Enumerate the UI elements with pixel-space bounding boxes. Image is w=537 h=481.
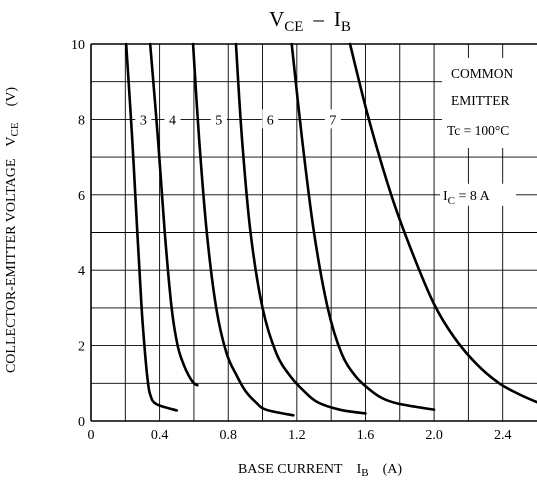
- y-tick-label-3: 6: [78, 189, 85, 204]
- curves: [124, 42, 537, 417]
- plot-frame: [90, 43, 537, 422]
- curve-7: [290, 42, 436, 411]
- y-axis-symbol-sub: CE: [9, 122, 21, 136]
- y-tick-label-2: 4: [78, 264, 85, 279]
- annotation: COMMON EMITTER Tc = 100°C: [442, 58, 537, 148]
- annotation-bg: [442, 58, 537, 148]
- curve-4: [148, 42, 199, 387]
- x-tick-label-3: 1.2: [288, 428, 306, 443]
- y-axis-unit: (V): [4, 87, 19, 107]
- ic-label-prefix: I: [443, 189, 448, 204]
- title-ib-sub: B: [341, 19, 351, 35]
- x-tick-label-6: 2.4: [494, 428, 512, 443]
- y-axis-label: COLLECTOR-EMITTER VOLTAGE VCE (V): [4, 87, 21, 373]
- x-axis-symbol-sub: B: [361, 467, 368, 479]
- x-tick-label-1: 0.4: [151, 428, 169, 443]
- x-axis-label-text: BASE CURRENT: [238, 462, 343, 477]
- curve-3: [124, 42, 179, 412]
- title-vce: V: [269, 7, 284, 31]
- title-separator: –: [312, 7, 324, 31]
- chart-title: VCE – IB: [269, 7, 351, 35]
- y-tick-label-5: 10: [71, 38, 85, 53]
- curve-label-3: 3: [140, 113, 147, 128]
- curve-label-7: 7: [329, 113, 336, 128]
- ic-label-bg: [440, 183, 516, 206]
- x-tick-label-4: 1.6: [357, 428, 375, 443]
- curve-label-bg-7: [324, 109, 341, 129]
- y-axis-symbol: V: [4, 136, 19, 146]
- curve-5: [191, 42, 295, 417]
- curve-label-5: 5: [215, 113, 222, 128]
- ic-label-value: = 8 A: [455, 189, 491, 204]
- y-tick-label-4: 8: [78, 113, 85, 128]
- title-vce-sub: CE: [284, 19, 303, 35]
- y-tick-label-0: 0: [78, 415, 85, 430]
- curve-labels: 3 4 5 6 7 IC = 8 A: [135, 109, 516, 207]
- title-ib: I: [334, 7, 341, 31]
- curve-label-bg-5: [210, 109, 227, 129]
- annotation-line-2: EMITTER: [451, 93, 510, 108]
- x-axis-label: BASE CURRENT IB (A): [238, 462, 402, 479]
- curve-label-6: 6: [267, 113, 274, 128]
- annotation-line-3: Tc = 100°C: [447, 123, 509, 138]
- annotation-line-1: COMMON: [451, 66, 514, 81]
- curve-label-bg-3: [135, 109, 152, 129]
- y-tick-label-1: 2: [78, 340, 85, 355]
- ic-label: IC = 8 A: [443, 189, 491, 207]
- x-tick-label-2: 0.8: [219, 428, 237, 443]
- x-axis-symbol: I: [357, 462, 362, 477]
- curve-label-bg-4: [164, 109, 181, 129]
- curve-6: [234, 42, 367, 415]
- curve-8: [348, 42, 537, 404]
- x-axis-unit: (A): [383, 462, 403, 477]
- curve-label-4: 4: [169, 113, 176, 128]
- y-axis-label-text: COLLECTOR-EMITTER VOLTAGE: [4, 159, 19, 373]
- ic-label-sub: C: [448, 195, 455, 207]
- curve-label-bg-6: [262, 109, 279, 129]
- x-tick-label-5: 2.0: [425, 428, 443, 443]
- x-tick-label-0: 0: [88, 428, 95, 443]
- tick-labels: 0 0.4 0.8 1.2 1.6 2.0 2.4 0 2 4 6 8 10: [71, 38, 511, 443]
